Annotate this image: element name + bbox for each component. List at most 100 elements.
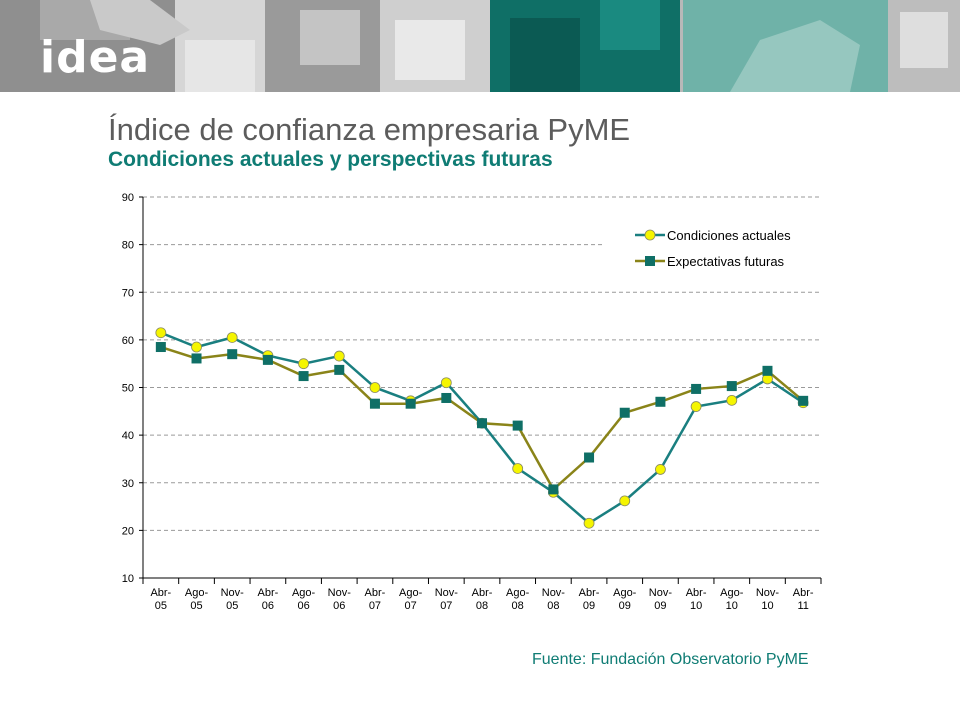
x-tick-label-line: Ago- <box>613 587 637 599</box>
x-tick-label: Nov-07 <box>435 587 459 612</box>
x-tick-label-line: 10 <box>761 600 773 612</box>
x-tick-label-line: Abr- <box>472 587 493 599</box>
point-condiciones-actuales <box>583 517 595 529</box>
x-tick-label-line: 11 <box>797 600 808 612</box>
point-expectativas-futuras <box>762 365 773 376</box>
x-tick-label-line: Nov- <box>542 587 566 599</box>
point-expectativas-futuras <box>262 354 273 365</box>
point-expectativas-futuras <box>691 383 702 394</box>
x-tick-label-line: Ago- <box>185 587 209 599</box>
banner-image <box>0 0 960 92</box>
page-title: Índice de confianza empresaria PyME <box>108 112 631 147</box>
point-expectativas-futuras <box>798 395 809 406</box>
x-tick-label-line: 08 <box>512 600 524 612</box>
x-tick-label-line: 10 <box>690 600 702 612</box>
x-tick-label-line: Nov- <box>649 587 673 599</box>
x-tick-label-line: Abr- <box>258 587 279 599</box>
x-tick-label: Nov-08 <box>542 587 566 612</box>
point-condiciones-actuales <box>226 332 238 343</box>
y-tick-label: 50 <box>122 383 134 395</box>
x-tick-label-line: 08 <box>476 600 488 612</box>
x-tick-label-line: Nov- <box>328 587 352 599</box>
point-condiciones-actuales <box>690 401 702 412</box>
series-markers <box>155 327 809 529</box>
x-tick-label-line: 05 <box>155 600 167 612</box>
legend-background <box>605 219 823 277</box>
y-tick-label: 30 <box>122 478 134 490</box>
x-tick-label: Abr-10 <box>686 587 707 612</box>
point-expectativas-futuras <box>477 418 487 429</box>
x-tick-label: Ago-05 <box>185 587 209 612</box>
header-banner: idea <box>0 0 960 92</box>
y-axis: 10 20 30 40 50 60 70 80 90 <box>122 192 144 585</box>
x-tick-label-line: Ago- <box>506 587 530 599</box>
x-tick-label-line: Nov- <box>221 587 245 599</box>
x-tick-label-line: 09 <box>583 600 595 612</box>
legend-marker-expectativas-futuras <box>645 256 655 266</box>
point-expectativas-futuras <box>726 381 737 392</box>
x-tick-label-line: 07 <box>405 600 417 612</box>
x-tick-label: Ago-07 <box>399 587 423 612</box>
point-condiciones-actuales <box>191 341 202 353</box>
point-condiciones-actuales <box>440 377 452 389</box>
x-tick-label-line: Ago- <box>292 587 316 599</box>
x-tick-label-line: Nov- <box>756 587 780 599</box>
x-tick-label-line: Ago- <box>720 587 744 599</box>
x-tick-label: Abr-07 <box>365 587 386 612</box>
y-tick-label: 80 <box>122 240 134 252</box>
x-tick-label-line: 07 <box>440 600 452 612</box>
x-tick-label: Abr-06 <box>258 587 279 612</box>
x-tick-label-line: Abr- <box>579 587 600 599</box>
point-condiciones-actuales <box>333 350 345 362</box>
x-tick-label: Abr-05 <box>150 587 171 612</box>
point-condiciones-actuales <box>726 394 738 406</box>
point-expectativas-futuras <box>548 484 559 495</box>
x-tick-label-line: Abr- <box>686 587 707 599</box>
point-condiciones-actuales <box>619 495 631 507</box>
x-tick-label-line: 10 <box>726 600 738 612</box>
point-expectativas-futuras <box>619 407 630 418</box>
point-expectativas-futuras <box>369 398 380 409</box>
x-tick-label: Abr-09 <box>579 587 600 612</box>
chart-grid <box>143 196 821 531</box>
chart-legend: Condiciones actuales Expectativas futuras <box>605 219 823 277</box>
idea-logo: idea <box>40 32 151 83</box>
point-condiciones-actuales <box>655 464 666 475</box>
y-tick-label: 70 <box>122 287 134 299</box>
x-tick-label: Abr-11 <box>793 587 814 612</box>
x-tick-label-line: 05 <box>190 600 202 612</box>
x-tick-label-line: Abr- <box>150 587 171 599</box>
x-axis: Abr-05Ago-05Nov-05Abr-06Ago-06Nov-06Abr-… <box>142 577 822 612</box>
x-tick-label: Ago-08 <box>506 587 530 612</box>
point-expectativas-futuras <box>191 353 202 364</box>
y-tick-label: 40 <box>122 430 134 442</box>
point-expectativas-futuras <box>155 342 166 353</box>
source-note: Fuente: Fundación Observatorio PyME <box>532 651 809 668</box>
point-expectativas-futuras <box>227 349 238 360</box>
point-expectativas-futuras <box>405 398 416 409</box>
x-tick-label: Ago-06 <box>292 587 316 612</box>
point-condiciones-actuales <box>155 327 167 339</box>
x-tick-label-line: Nov- <box>435 587 459 599</box>
point-condiciones-actuales <box>298 358 309 370</box>
x-tick-label: Nov-06 <box>328 587 352 612</box>
x-tick-label-line: 06 <box>333 600 345 612</box>
legend-label-condiciones-actuales: Condiciones actuales <box>667 228 791 243</box>
x-tick-label: Nov-05 <box>221 587 245 612</box>
point-expectativas-futuras <box>584 452 595 463</box>
y-tick-label: 20 <box>122 525 134 537</box>
x-tick-label: Nov-09 <box>649 587 673 612</box>
point-expectativas-futuras <box>441 392 452 403</box>
x-tick-label-line: 05 <box>226 600 238 612</box>
y-tick-label: 60 <box>122 335 134 347</box>
legend-label-expectativas-futuras: Expectativas futuras <box>667 254 785 269</box>
x-tick-label-line: Abr- <box>365 587 386 599</box>
x-tick-label-line: 06 <box>262 600 274 612</box>
x-tick-label-line: 07 <box>369 600 381 612</box>
x-tick-label: Nov-10 <box>756 587 780 612</box>
point-condiciones-actuales <box>369 382 381 393</box>
page-subtitle: Condiciones actuales y perspectivas futu… <box>108 148 553 171</box>
x-tick-label: Ago-10 <box>720 587 744 612</box>
y-tick-label: 10 <box>122 573 134 585</box>
